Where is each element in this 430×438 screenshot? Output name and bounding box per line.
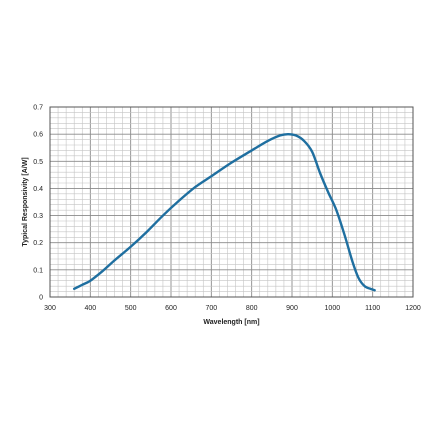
- x-tick-label: 800: [246, 305, 258, 312]
- x-axis-title: Wavelength [nm]: [203, 319, 259, 326]
- y-tick-label: 0.5: [33, 159, 43, 166]
- y-tick-labels: 0 0.1 0.2 0.3 0.4 0.5 0.6 0.7: [33, 105, 43, 302]
- y-tick-label: 0.7: [33, 105, 43, 112]
- x-tick-label: 1000: [325, 305, 341, 312]
- plot-frame: [49, 106, 414, 298]
- series-line-0: [73, 132, 376, 292]
- y-tick-label: 0.1: [33, 267, 43, 274]
- x-tick-label: 400: [84, 305, 96, 312]
- x-tick-label: 1100: [365, 305, 380, 312]
- x-tick-label: 500: [125, 305, 137, 312]
- x-tick-label: 700: [205, 305, 217, 312]
- x-tick-label: 600: [165, 305, 177, 312]
- series-layer: [73, 132, 376, 292]
- y-tick-label: 0.2: [33, 240, 43, 247]
- y-tick-label: 0: [39, 295, 43, 302]
- y-axis-title: Typical Responsivity [A/W]: [22, 157, 29, 246]
- x-tick-labels: 300 400 500 600 700 800 900 1000 1100 1200: [44, 305, 421, 312]
- y-tick-label: 0.6: [33, 132, 43, 139]
- x-tick-label: 900: [286, 305, 298, 312]
- x-tick-label: 300: [44, 305, 56, 312]
- y-tick-label: 0.3: [33, 213, 43, 220]
- x-tick-label: 1200: [405, 305, 421, 312]
- y-tick-label: 0.4: [33, 186, 43, 193]
